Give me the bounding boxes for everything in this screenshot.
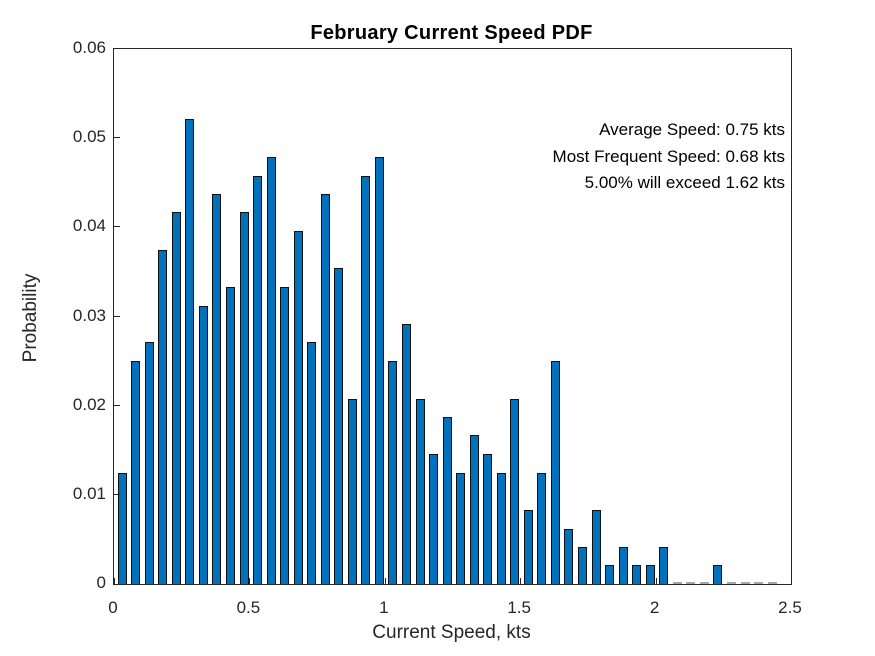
histogram-bar <box>320 194 330 584</box>
x-tick-mark <box>249 578 251 584</box>
y-tick-label: 0 <box>96 573 106 592</box>
histogram-bar <box>185 119 195 584</box>
y-tick-label: 0.04 <box>72 216 106 236</box>
histogram-zero-bar <box>672 582 682 584</box>
histogram-zero-bar <box>699 582 709 584</box>
histogram-bar <box>212 194 222 584</box>
histogram-bar <box>469 435 479 584</box>
histogram-bar <box>361 175 371 584</box>
histogram-bar <box>334 268 344 584</box>
histogram-bar <box>388 361 398 584</box>
histogram-bar <box>632 565 642 584</box>
y-tick-label: 0.03 <box>72 305 106 325</box>
histogram-zero-bar <box>740 582 750 584</box>
y-tick-label: 0.02 <box>72 394 106 414</box>
histogram-bar <box>442 417 452 584</box>
histogram-bar <box>591 510 601 584</box>
x-tick-label: 0 <box>108 598 118 617</box>
plot-area <box>113 48 792 585</box>
histogram-zero-bar <box>686 582 696 584</box>
annotation-exceedance: 5.00% will exceed 1.62 kts <box>584 173 785 192</box>
x-tick-mark <box>520 578 522 584</box>
x-axis-label: Current Speed, kts <box>372 622 531 643</box>
histogram-bar <box>659 546 669 584</box>
histogram-bar <box>523 510 533 584</box>
histogram-bar <box>293 230 303 584</box>
histogram-bar <box>456 472 466 584</box>
histogram-bar <box>158 249 168 584</box>
histogram-bar <box>347 398 357 584</box>
histogram-bar <box>253 175 262 584</box>
histogram-bar <box>510 398 520 584</box>
y-tick-mark <box>114 404 120 406</box>
histogram-bar <box>415 398 425 584</box>
histogram-bar <box>171 212 181 584</box>
histogram-zero-bar <box>754 582 763 584</box>
y-tick-mark <box>114 226 120 228</box>
histogram-bar <box>713 565 723 584</box>
histogram-bar <box>266 156 276 584</box>
histogram-bar <box>496 472 506 584</box>
histogram-bar <box>131 361 141 584</box>
histogram-bar <box>645 565 655 584</box>
x-tick-label: 0.5 <box>236 598 261 617</box>
histogram-bar <box>402 323 411 584</box>
histogram-bar <box>605 565 615 584</box>
x-tick-label: 1 <box>379 598 389 617</box>
histogram-bar <box>117 472 127 584</box>
x-tick-label: 2.5 <box>778 598 802 617</box>
annotation-average-speed: Average Speed: 0.75 kts <box>599 120 785 139</box>
histogram-bar <box>239 212 249 584</box>
histogram-bar <box>144 342 154 584</box>
histogram-bar <box>307 342 317 584</box>
histogram-bar <box>429 453 438 584</box>
x-tick-mark <box>791 578 792 584</box>
annotation-most-frequent-speed: Most Frequent Speed: 0.68 kts <box>552 146 785 166</box>
y-axis-label: Probability <box>20 273 41 363</box>
histogram-bar <box>618 546 628 584</box>
x-tick-mark <box>655 578 657 584</box>
x-tick-mark <box>114 578 115 584</box>
y-tick-label: 0.01 <box>72 483 106 503</box>
y-tick-label: 0.06 <box>72 38 106 57</box>
histogram-bar <box>537 472 547 584</box>
histogram-bar <box>374 156 384 584</box>
y-tick-label: 0.05 <box>72 127 106 147</box>
y-tick-mark <box>114 137 120 139</box>
x-tick-label: 2 <box>649 598 660 617</box>
stats-annotation: Average Speed: 0.75 kts Most Frequent Sp… <box>553 117 785 197</box>
y-tick-mark <box>114 315 120 317</box>
histogram-bar <box>225 287 235 584</box>
histogram-bar <box>280 287 290 584</box>
y-tick-mark <box>114 493 120 495</box>
x-tick-mark <box>384 578 386 584</box>
histogram-bar <box>198 305 208 584</box>
chart-title: February Current Speed PDF <box>310 22 593 44</box>
histogram-bar <box>483 453 493 584</box>
histogram-zero-bar <box>767 582 777 584</box>
histogram-bar <box>564 528 574 584</box>
histogram-bar <box>578 546 587 584</box>
histogram-bar <box>550 361 560 584</box>
x-tick-label: 1.5 <box>507 598 531 617</box>
histogram-zero-bar <box>726 582 736 584</box>
